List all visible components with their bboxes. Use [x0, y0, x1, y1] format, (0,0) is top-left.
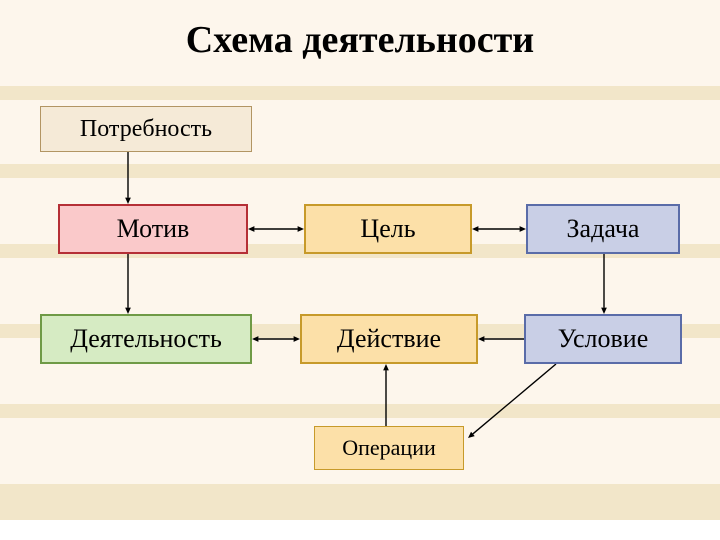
node-action-label: Действие [337, 324, 441, 354]
node-motive-label: Мотив [117, 214, 190, 244]
node-operations: Операции [314, 426, 464, 470]
node-activity: Деятельность [40, 314, 252, 364]
node-need-label: Потребность [80, 116, 212, 143]
node-action: Действие [300, 314, 478, 364]
node-motive: Мотив [58, 204, 248, 254]
node-condition: Условие [524, 314, 682, 364]
slide-title: Схема деятельности [0, 18, 720, 62]
node-operations-label: Операции [342, 435, 436, 461]
node-task: Задача [526, 204, 680, 254]
node-need: Потребность [40, 106, 252, 152]
node-goal-label: Цель [360, 214, 415, 244]
node-task-label: Задача [567, 214, 640, 244]
node-condition-label: Условие [558, 324, 649, 354]
node-goal: Цель [304, 204, 472, 254]
node-activity-label: Деятельность [70, 324, 222, 354]
